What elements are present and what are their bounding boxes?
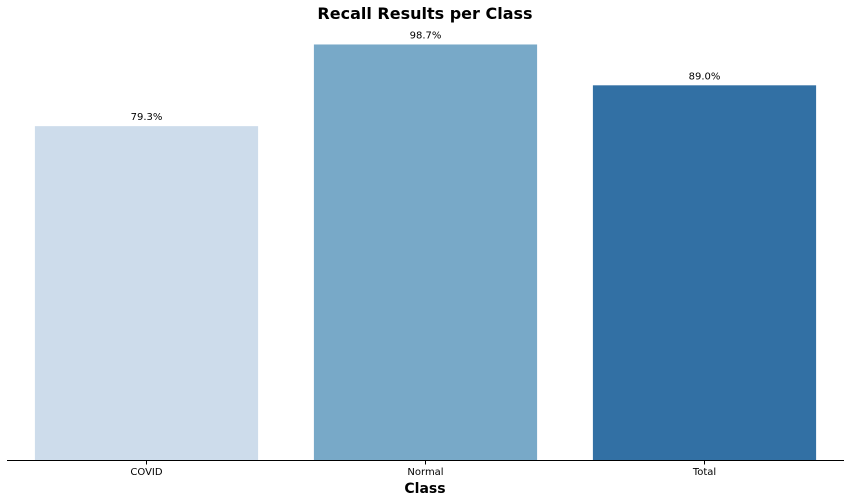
- x-axis-label: Class: [404, 481, 445, 497]
- x-tick-label-normal: Normal: [407, 467, 443, 478]
- bar-covid: [34, 126, 259, 460]
- bar-normal: [313, 44, 538, 461]
- data-label-covid: 79.3%: [131, 112, 163, 123]
- data-label-total: 89.0%: [689, 71, 721, 82]
- data-labels-group: 79.3% 98.7% 89.0%: [131, 30, 721, 123]
- chart-title: Recall Results per Class: [317, 4, 532, 23]
- data-label-normal: 98.7%: [410, 30, 442, 41]
- x-tick-label-total: Total: [692, 467, 716, 478]
- x-tick-label-covid: COVID: [130, 467, 162, 478]
- bars-group: [34, 44, 817, 461]
- bar-total: [592, 85, 817, 460]
- x-ticks-group: COVID Normal Total: [130, 460, 716, 478]
